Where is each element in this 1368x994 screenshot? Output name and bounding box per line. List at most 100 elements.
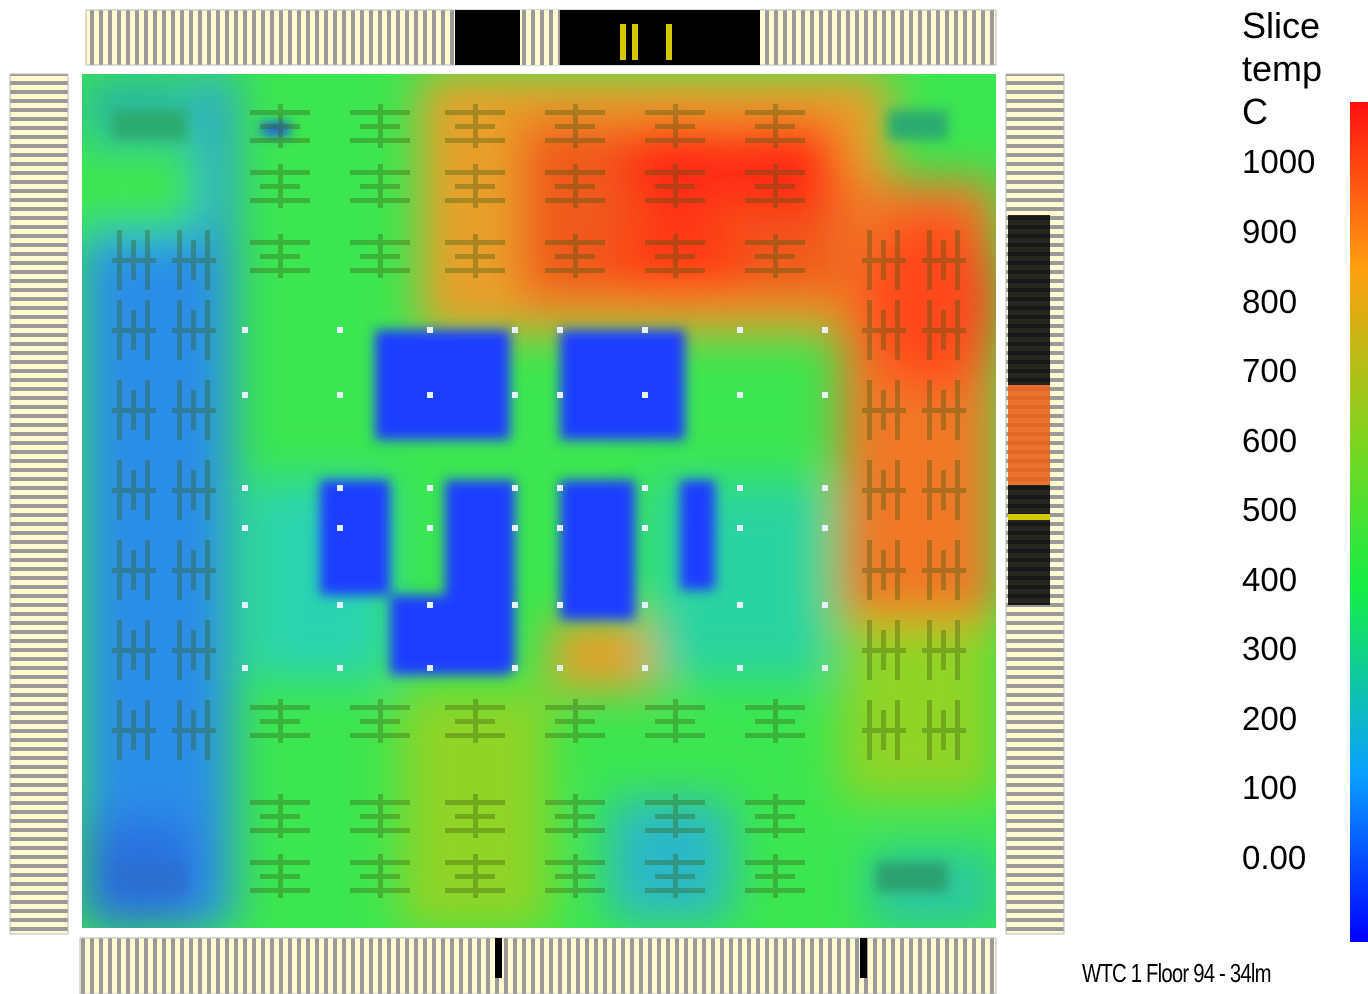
structural-mark — [645, 699, 705, 743]
legend-tick: 800 — [1242, 283, 1298, 320]
core-column — [337, 485, 343, 491]
structural-mark — [112, 700, 156, 760]
structural-mark — [172, 620, 216, 680]
core-column — [242, 485, 248, 491]
structural-mark — [745, 854, 805, 898]
core-column — [557, 665, 563, 671]
structural-mark — [745, 164, 805, 208]
legend-tick: 900 — [1242, 213, 1298, 250]
core-column — [337, 392, 343, 398]
core-column — [822, 602, 828, 608]
core-column — [557, 525, 563, 531]
core-column — [737, 665, 743, 671]
core-column — [737, 392, 743, 398]
legend-tick: 0.00 — [1242, 839, 1307, 876]
core-column — [737, 485, 743, 491]
core-column — [427, 485, 433, 491]
structural-mark — [922, 230, 966, 290]
temperature-field — [82, 74, 996, 928]
cold-zones — [112, 110, 948, 892]
legend-tick: 300 — [1242, 630, 1298, 667]
structural-mark — [862, 540, 906, 600]
core-column — [512, 485, 518, 491]
structural-mark — [862, 700, 906, 760]
structural-mark — [350, 234, 410, 278]
structural-mark — [172, 300, 216, 360]
structural-mark — [545, 164, 605, 208]
legend-title-line: Slice — [1242, 5, 1321, 46]
core-column — [427, 525, 433, 531]
core-column — [822, 525, 828, 531]
legend-tick: 200 — [1242, 700, 1298, 737]
core-column — [427, 602, 433, 608]
structural-mark — [172, 460, 216, 520]
structural-mark — [862, 460, 906, 520]
structural-mark — [445, 104, 505, 148]
core-column — [242, 327, 248, 333]
core-column — [737, 525, 743, 531]
core-column — [737, 327, 743, 333]
structural-mark — [922, 300, 966, 360]
structural-mark — [445, 794, 505, 838]
structural-mark — [862, 230, 906, 290]
core-column — [822, 327, 828, 333]
structural-mark — [112, 540, 156, 600]
core-column — [242, 665, 248, 671]
legend-tick: 600 — [1242, 422, 1298, 459]
legend-title-line: temp — [1242, 48, 1323, 89]
core-column — [427, 327, 433, 333]
structural-mark — [545, 234, 605, 278]
column-dots — [242, 327, 828, 671]
structural-mark — [112, 300, 156, 360]
core-column — [822, 392, 828, 398]
structural-mark — [445, 164, 505, 208]
structural-mark — [250, 104, 310, 148]
core-column — [512, 392, 518, 398]
legend-title: Slice temp C — [1242, 4, 1322, 133]
core-column — [337, 602, 343, 608]
structural-mark — [862, 300, 906, 360]
structural-mark — [745, 234, 805, 278]
legend-tick: 500 — [1242, 491, 1298, 528]
core-column — [427, 665, 433, 671]
core-column — [337, 525, 343, 531]
structural-mark — [922, 380, 966, 440]
core-column — [822, 485, 828, 491]
structural-mark — [250, 164, 310, 208]
core-column — [557, 602, 563, 608]
structural-mark — [350, 104, 410, 148]
core-column — [737, 602, 743, 608]
structural-mark — [645, 104, 705, 148]
structural-mark — [350, 794, 410, 838]
structural-mark — [250, 234, 310, 278]
structural-mark — [745, 699, 805, 743]
structural-mark — [645, 854, 705, 898]
core-column — [427, 392, 433, 398]
core-column — [642, 525, 648, 531]
structural-mark — [350, 164, 410, 208]
core-column — [337, 327, 343, 333]
structural-mark — [445, 854, 505, 898]
structural-mark — [745, 794, 805, 838]
core-column — [512, 602, 518, 608]
structural-mark — [645, 794, 705, 838]
core-column — [242, 602, 248, 608]
structural-mark — [645, 164, 705, 208]
core-column — [557, 485, 563, 491]
legend-tick: 1000 — [1242, 143, 1316, 180]
core-column — [642, 327, 648, 333]
structural-mark — [112, 230, 156, 290]
perimeter-columns — [9, 9, 1065, 994]
core-column — [242, 392, 248, 398]
figure-caption: WTC 1 Floor 94 - 34lm — [1082, 958, 1272, 988]
structural-mark — [862, 620, 906, 680]
core-column — [512, 525, 518, 531]
legend-tick: 400 — [1242, 561, 1298, 598]
structural-mark — [112, 620, 156, 680]
core-column — [512, 327, 518, 333]
structural-mark — [172, 540, 216, 600]
core-column — [557, 392, 563, 398]
structural-mark — [250, 699, 310, 743]
structural-mark — [172, 700, 216, 760]
